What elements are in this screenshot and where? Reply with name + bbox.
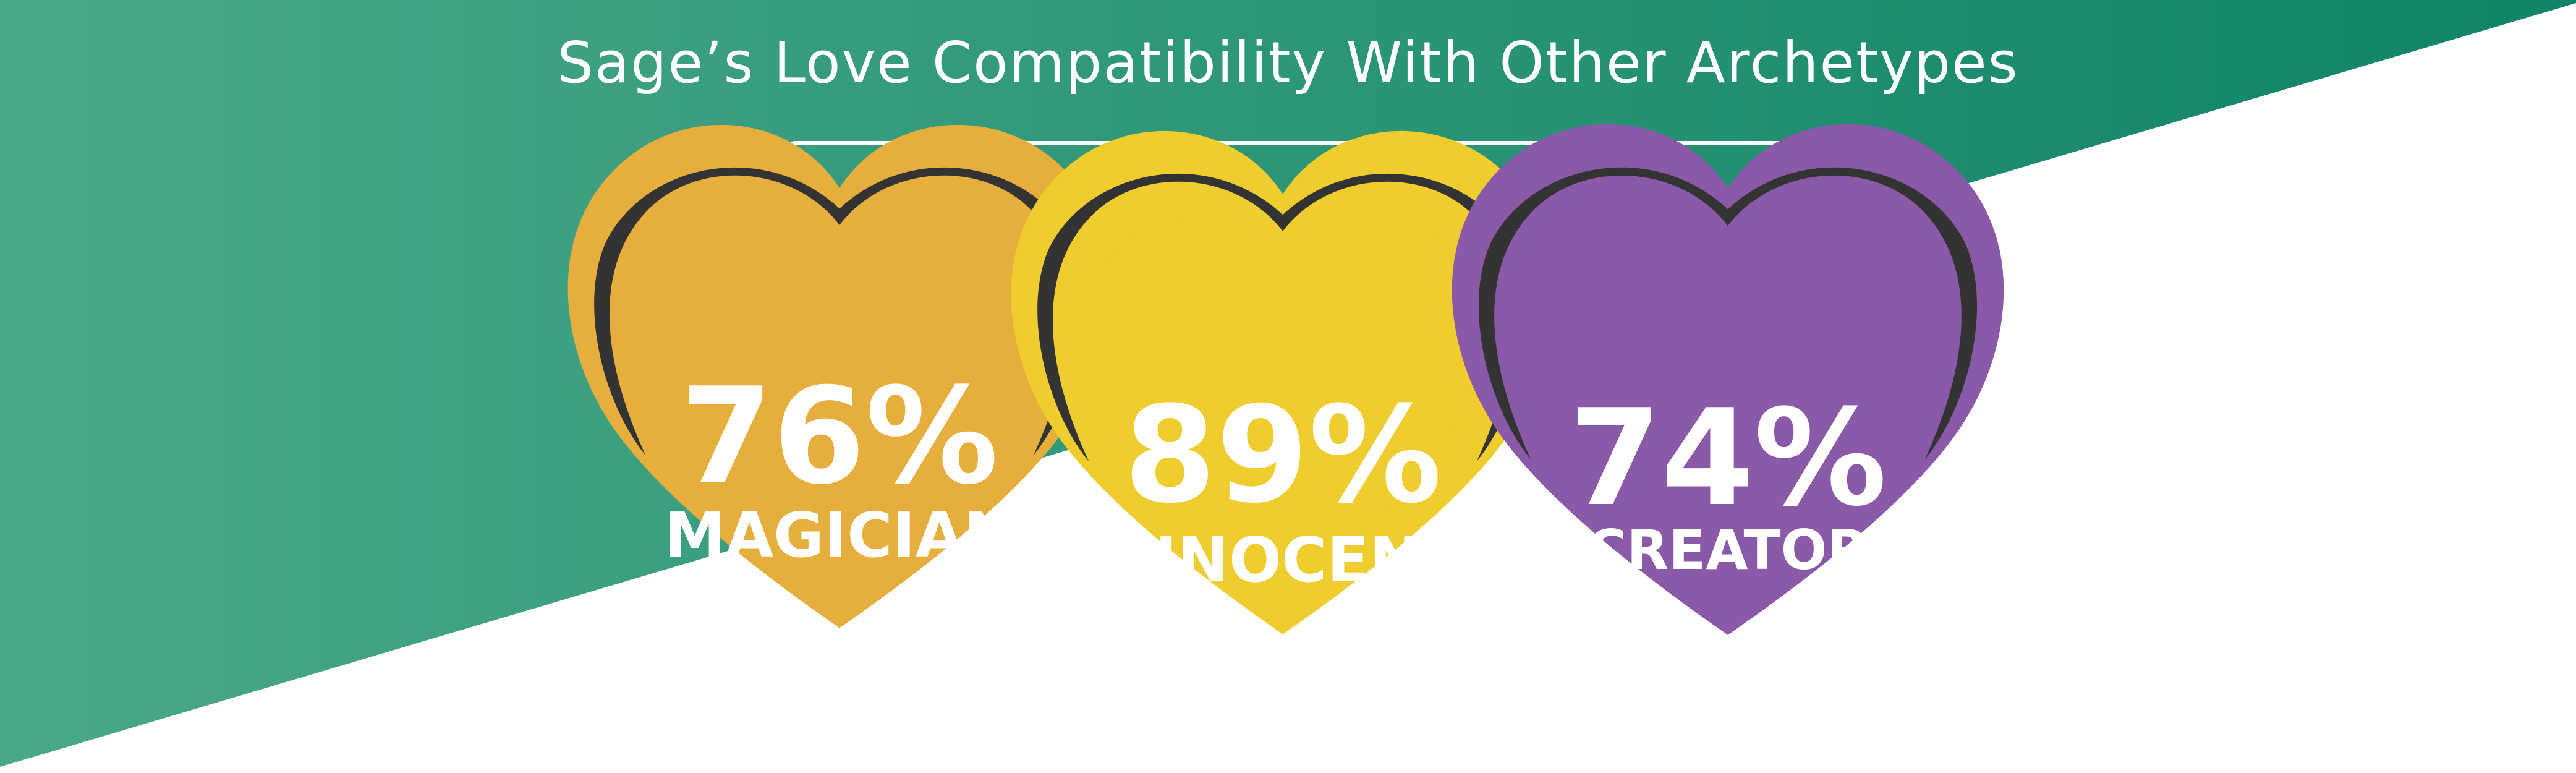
innocent-percent: 89% bbox=[1124, 377, 1442, 532]
heart-innocent bbox=[1011, 130, 1555, 634]
heart-creator bbox=[1452, 124, 2004, 635]
page-title: Sage’s Love Compatibility With Other Arc… bbox=[557, 30, 2019, 96]
creator-percent: 74% bbox=[1569, 380, 1887, 536]
heart-creator-inner bbox=[1527, 214, 1929, 594]
magician-percent: 76% bbox=[681, 359, 999, 514]
innocent-label: INNOCENT bbox=[1102, 524, 1463, 596]
heart-magician bbox=[567, 124, 1112, 628]
magician-label: MAGICIAN bbox=[664, 499, 1015, 571]
heart-magician-inner bbox=[642, 213, 1037, 587]
creator-label: CREATOR bbox=[1587, 518, 1869, 582]
heart-innocent-inner bbox=[1085, 220, 1481, 594]
